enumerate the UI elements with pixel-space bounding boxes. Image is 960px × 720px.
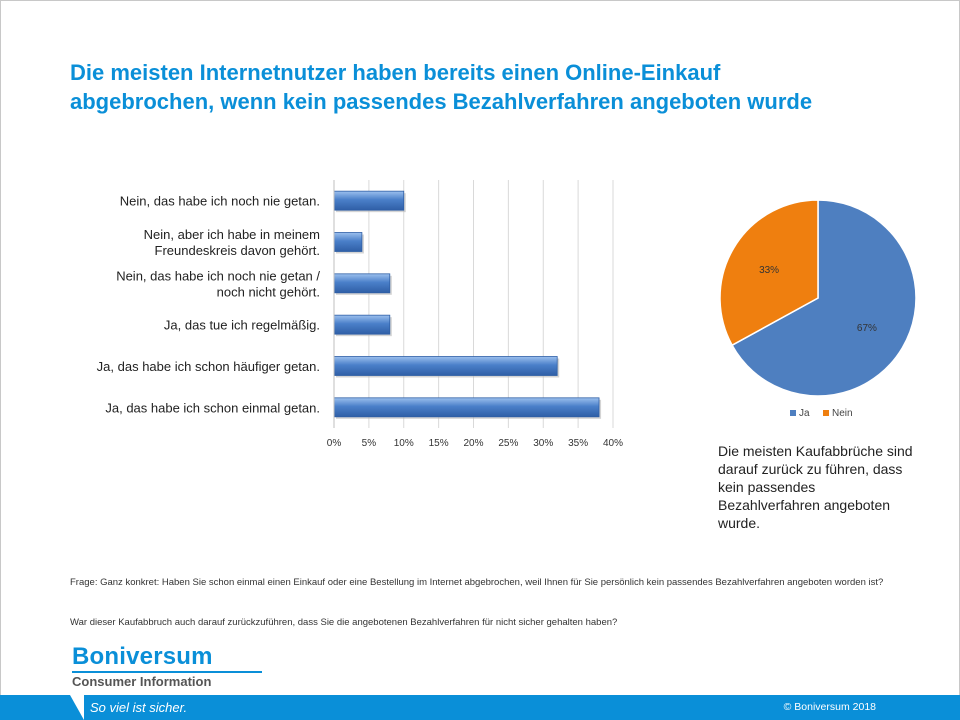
footer-copyright: © Boniversum 2018	[783, 701, 876, 713]
title-line-1: Die meisten Internetnutzer haben bereits…	[70, 60, 721, 85]
x-tick-label: 20%	[463, 438, 483, 449]
pie-data-label: 33%	[759, 265, 779, 276]
footer-slogan: So viel ist sicher.	[90, 700, 188, 715]
legend-swatch	[790, 410, 796, 416]
bar	[333, 314, 391, 335]
x-tick-label: 25%	[498, 438, 518, 449]
pie-chart: 67% 33% Ja Nein	[719, 199, 917, 419]
legend-swatch	[823, 410, 829, 416]
x-tick-label: 30%	[533, 438, 553, 449]
x-tick-label: 35%	[568, 438, 588, 449]
bar	[333, 273, 391, 294]
category-label: Freundeskreis davon gehört.	[155, 243, 320, 258]
pie-annotation: Die meisten Kaufabbrüche sind darauf zur…	[718, 443, 913, 531]
slide-title: Die meisten Internetnutzer haben bereits…	[70, 58, 930, 116]
bar	[333, 232, 363, 252]
brand-subtitle: Consumer Information	[72, 674, 212, 689]
category-label: noch nicht gehört.	[217, 284, 320, 299]
brand-rule	[72, 671, 262, 673]
category-label: Ja, das habe ich schon einmal getan.	[105, 400, 320, 415]
legend-label: Nein	[832, 408, 853, 419]
brand-logo: Boniversum Consumer Information	[72, 644, 264, 689]
bar-chart: 0% 5% 10% 15% 20% 25% 30% 35% 40% Nein, das habe …	[97, 180, 623, 449]
x-tick-label: 5%	[362, 438, 377, 449]
x-tick-label: 40%	[603, 438, 623, 449]
x-tick-label: 15%	[429, 438, 449, 449]
x-tick-label: 0%	[327, 438, 342, 449]
brand-name: Boniversum	[72, 643, 213, 670]
category-label: Nein, das habe ich noch nie getan /	[116, 268, 320, 283]
x-tick-label: 10%	[394, 438, 414, 449]
pie-data-label: 67%	[857, 323, 877, 334]
pie-slice	[719, 199, 819, 347]
question-note-1: Frage: Ganz konkret: Haben Sie schon ein…	[70, 577, 884, 588]
pie-slice	[731, 199, 917, 397]
footer-slant	[70, 695, 84, 720]
category-label: Ja, das tue ich regelmäßig.	[164, 318, 320, 333]
category-label: Nein, aber ich habe in meinem	[144, 227, 320, 242]
category-label: Nein, das habe ich noch nie getan.	[120, 194, 320, 209]
bar	[333, 190, 405, 211]
bar	[333, 356, 558, 376]
category-label: Ja, das habe ich schon häufiger getan.	[97, 359, 320, 374]
question-note-2: War dieser Kaufabbruch auch darauf zurüc…	[70, 617, 618, 628]
legend-label: Ja	[799, 408, 810, 419]
title-line-2: abgebrochen, wenn kein passendes Bezahlv…	[70, 89, 813, 114]
footer-bar: So viel ist sicher. © Boniversum 2018	[0, 695, 960, 720]
bar	[333, 397, 600, 418]
